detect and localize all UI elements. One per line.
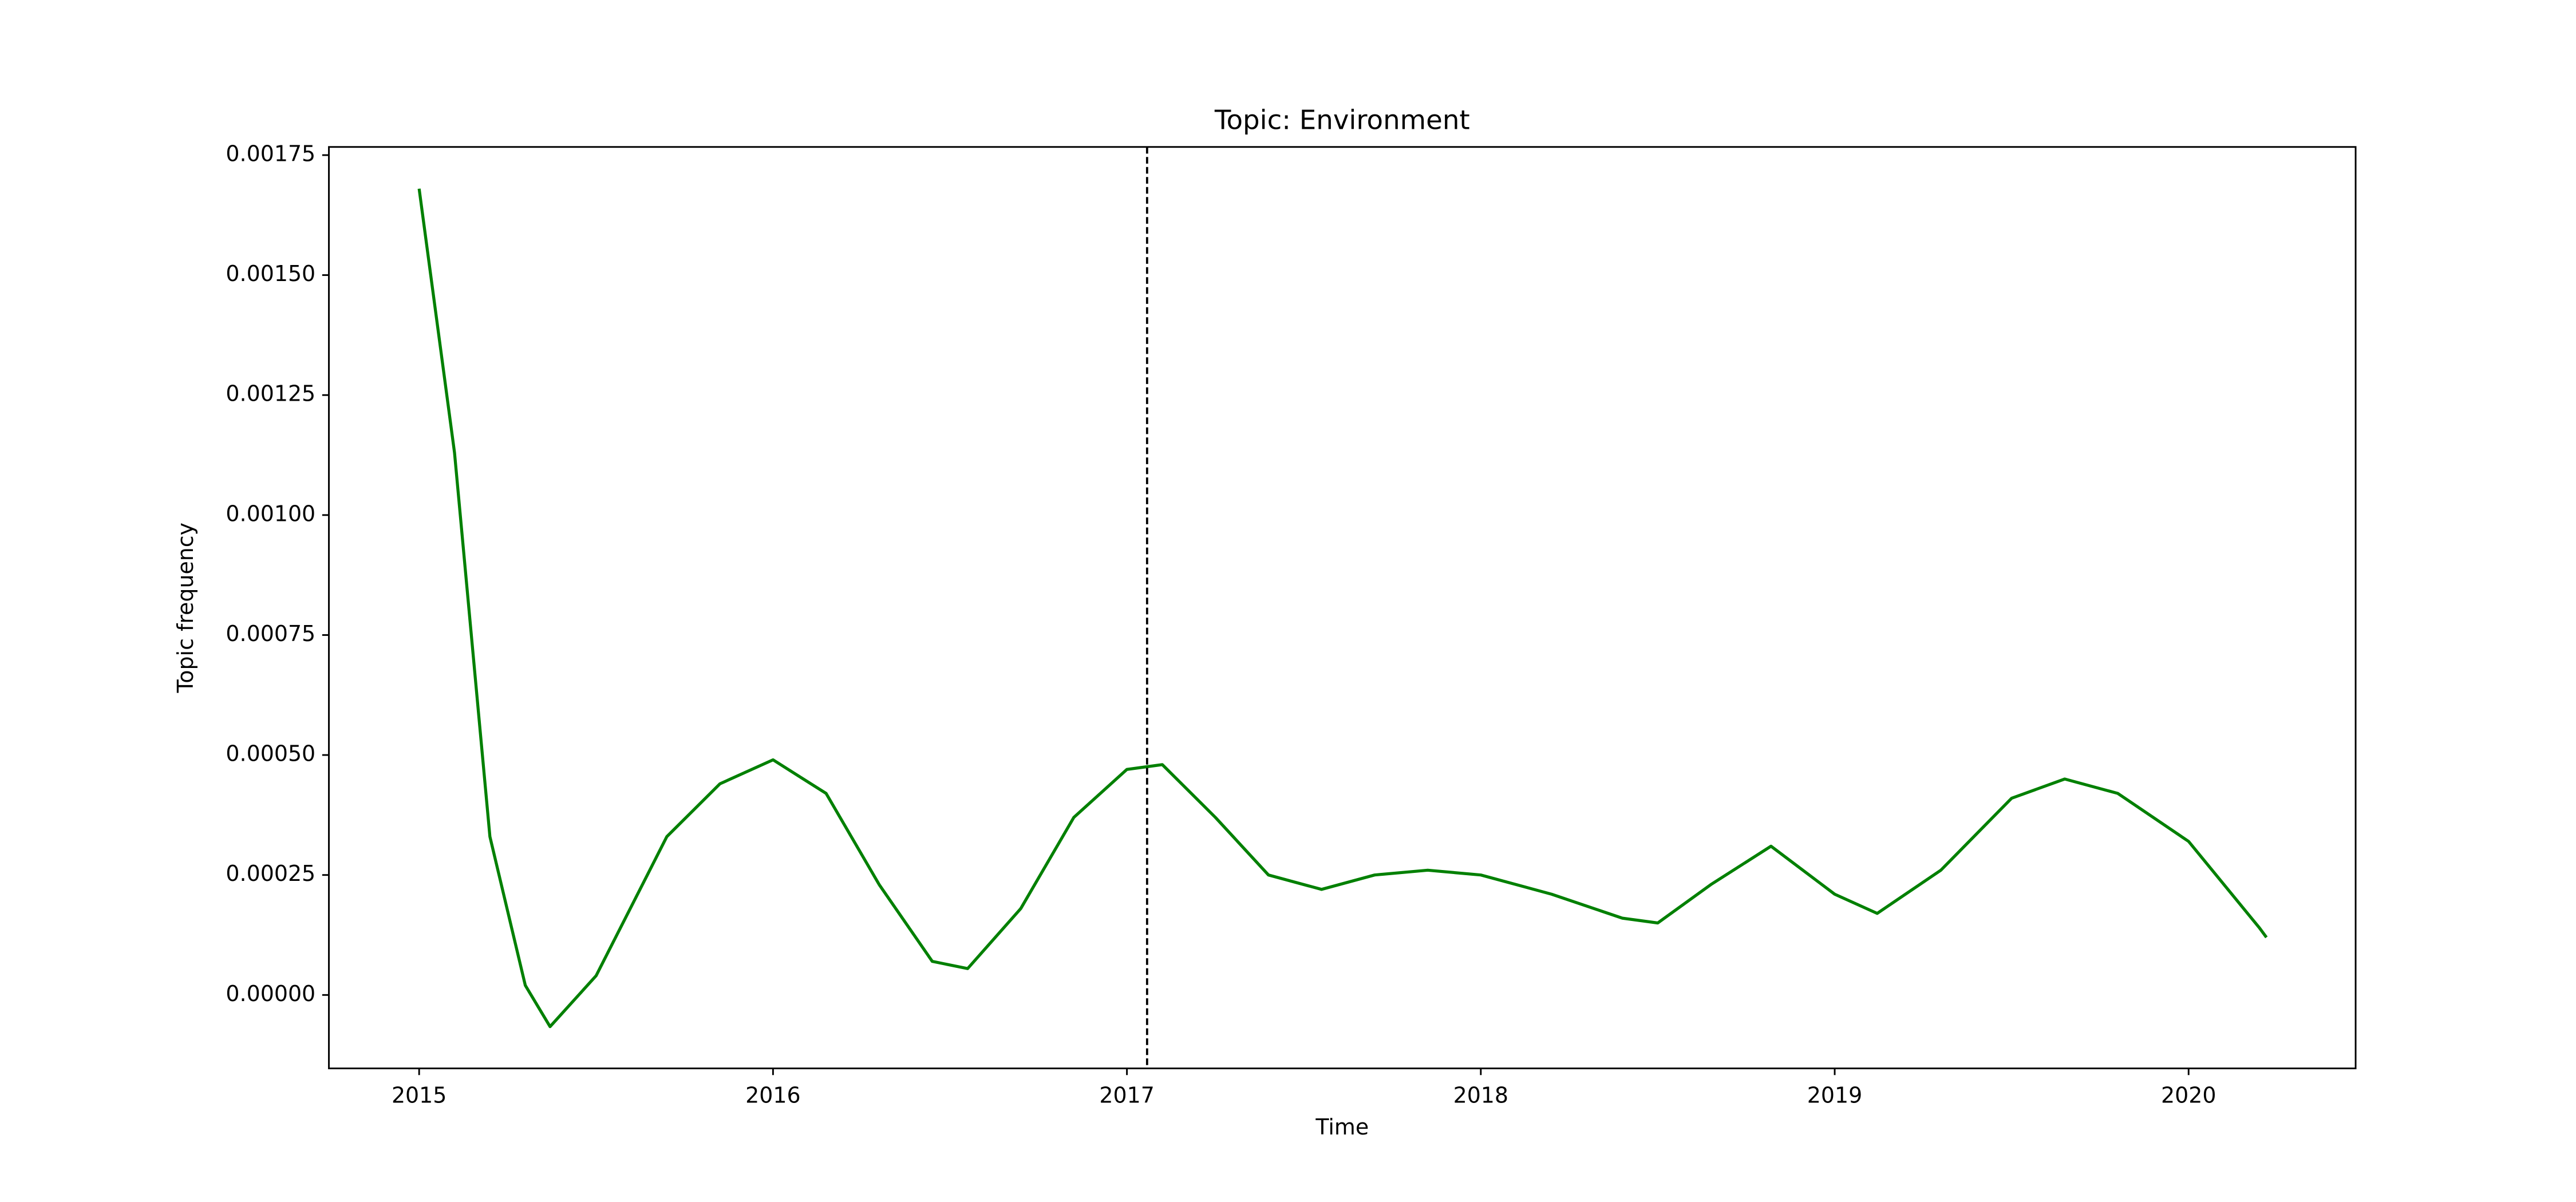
y-tick-label: 0.00075 xyxy=(226,621,315,646)
line-series xyxy=(417,188,2268,1029)
y-tick-label: 0.00050 xyxy=(226,741,315,766)
y-tick-label: 0.00125 xyxy=(226,381,315,406)
plot-frame xyxy=(328,146,2357,1070)
y-tick-label: 0.00025 xyxy=(226,861,315,886)
y-tick-label: 0.00100 xyxy=(226,501,315,526)
x-tick-label: 2019 xyxy=(1807,1083,1862,1108)
x-tick-label: 2018 xyxy=(1453,1083,1508,1108)
chart-title: Topic: Environment xyxy=(1214,105,1470,136)
y-tick-label: 0.00150 xyxy=(226,261,315,286)
x-tick-label: 2017 xyxy=(1099,1083,1154,1108)
y-axis-label: Topic frequency xyxy=(173,523,198,694)
y-tick-label: 0.00000 xyxy=(226,981,315,1006)
x-axis-label: Time xyxy=(1315,1114,1369,1140)
x-tick-label: 2016 xyxy=(745,1083,800,1108)
x-tick-label: 2020 xyxy=(2161,1083,2216,1108)
x-tick-label: 2015 xyxy=(392,1083,447,1108)
y-tick-label: 0.00175 xyxy=(226,141,315,166)
